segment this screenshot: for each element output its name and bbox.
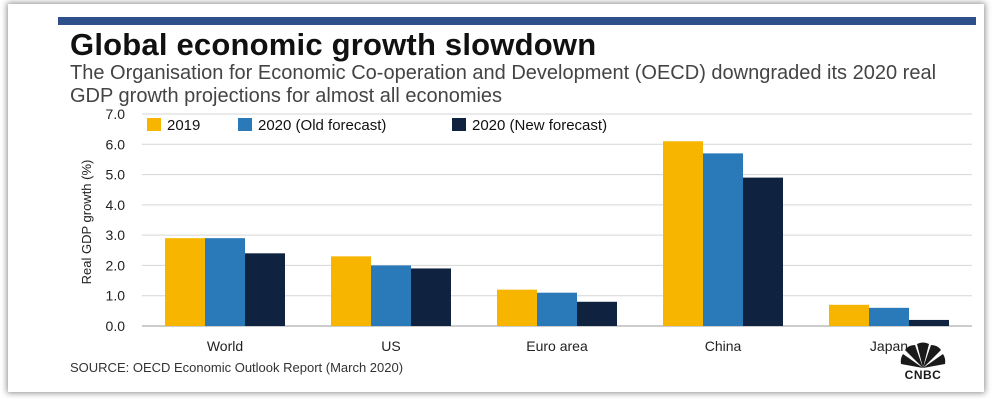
y-tick-label: 3.0	[106, 227, 126, 243]
bar-china-series-1	[703, 153, 743, 326]
bar-us-series-1	[371, 265, 411, 326]
cnbc-logo: CNBC	[893, 342, 953, 382]
y-tick-label: 5.0	[106, 167, 126, 183]
x-category-label: China	[705, 338, 742, 354]
page-subtitle: The Organisation for Economic Co-operati…	[70, 62, 937, 107]
peacock-icon	[900, 342, 946, 368]
y-axis-label: Real GDP growth (%)	[79, 160, 94, 285]
y-tick-label: 0.0	[106, 318, 126, 334]
bar-china-series-0	[663, 141, 703, 326]
bar-euro-area-series-2	[577, 301, 617, 326]
y-tick-label: 4.0	[106, 197, 126, 213]
bar-us-series-2	[411, 268, 451, 326]
x-category-label: Japan	[870, 338, 908, 354]
logo-wordmark: CNBC	[904, 368, 942, 382]
legend-swatch	[452, 118, 466, 131]
bar-euro-area-series-0	[497, 289, 537, 326]
legend-swatch	[238, 118, 252, 131]
page-title: Global economic growth slowdown	[70, 27, 597, 62]
source-note: SOURCE: OECD Economic Outlook Report (Ma…	[70, 360, 404, 375]
bar-us-series-0	[331, 256, 371, 326]
bar-world-series-2	[245, 253, 285, 326]
legend-swatch	[147, 118, 161, 131]
y-tick-label: 7.0	[106, 106, 126, 122]
y-tick-label: 1.0	[106, 288, 126, 304]
bar-euro-area-series-1	[537, 292, 577, 326]
legend-label: 2019	[167, 117, 200, 134]
y-tick-label: 6.0	[106, 136, 126, 152]
x-category-label: World	[207, 338, 243, 354]
bar-japan-series-0	[829, 304, 869, 326]
bar-china-series-2	[743, 177, 783, 326]
chart-frame	[8, 4, 984, 392]
legend-label: 2020 (New forecast)	[472, 117, 607, 134]
y-tick-label: 2.0	[106, 257, 126, 273]
x-category-label: US	[381, 338, 400, 354]
header-accent-bar	[58, 17, 976, 25]
bar-japan-series-1	[869, 307, 909, 326]
bar-world-series-0	[165, 238, 205, 326]
bar-japan-series-2	[909, 319, 949, 326]
bar-world-series-1	[205, 238, 245, 326]
legend-label: 2020 (Old forecast)	[258, 117, 386, 134]
x-category-label: Euro area	[526, 338, 588, 354]
